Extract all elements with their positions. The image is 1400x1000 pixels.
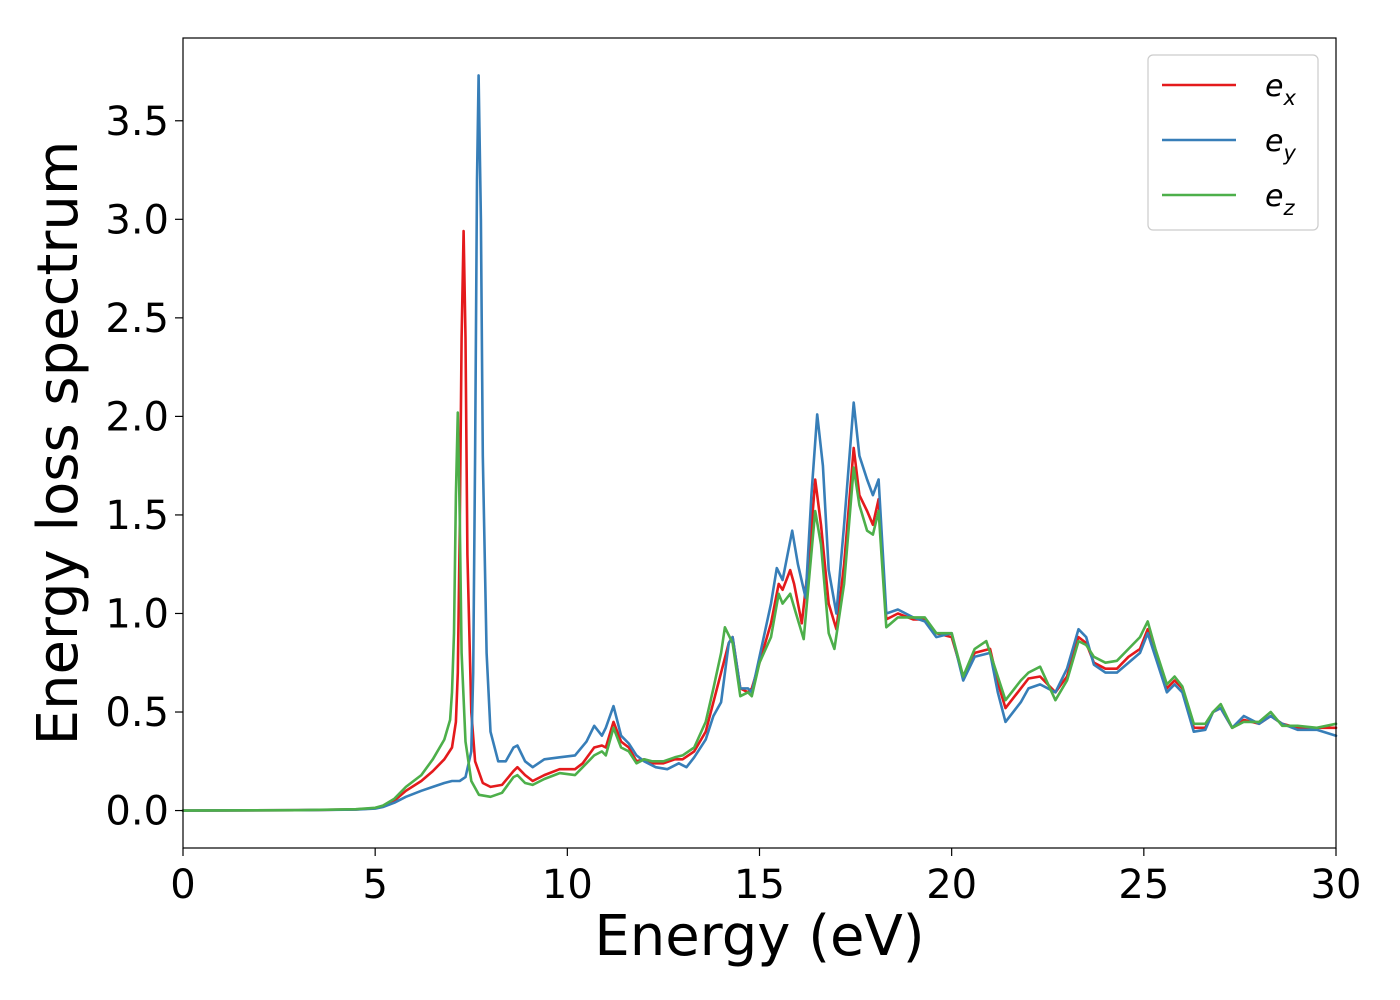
legend-label-ex: ex — [1265, 69, 1296, 110]
x-tick-label: 15 — [734, 862, 785, 908]
series-line-ey — [181, 74, 1338, 812]
y-tick-label: 2.5 — [105, 296, 169, 342]
legend-label-ez: ez — [1265, 179, 1295, 220]
y-tick-label: 2.0 — [105, 394, 169, 440]
legend-label-ey: ey — [1265, 124, 1296, 165]
y-axis-label: Energy loss spectrum — [26, 141, 91, 746]
x-tick-label: 10 — [542, 862, 593, 908]
legend-box — [1147, 54, 1319, 231]
x-tick-label: 30 — [1311, 862, 1362, 908]
y-tick-label: 3.5 — [105, 99, 169, 145]
series-line-ez — [181, 411, 1338, 812]
y-tick-label: 0.5 — [105, 690, 169, 736]
x-tick-label: 0 — [170, 862, 195, 908]
series-line-ex — [181, 229, 1338, 812]
y-tick-label: 1.0 — [105, 591, 169, 637]
y-axis-ticks: 0.0 0.5 1.0 1.5 2.0 2.5 3.0 3.5 — [105, 99, 183, 835]
y-tick-label: 0.0 — [105, 789, 169, 835]
x-tick-label: 20 — [926, 862, 977, 908]
x-tick-label: 25 — [1118, 862, 1169, 908]
x-axis-ticks: 0 5 10 15 20 25 30 — [170, 848, 1361, 908]
series-layer — [181, 74, 1338, 812]
legend: ex ey ez — [1147, 54, 1319, 231]
x-axis-label: Energy (eV) — [594, 904, 924, 969]
y-tick-label: 3.0 — [105, 197, 169, 243]
x-tick-label: 5 — [362, 862, 387, 908]
y-tick-label: 1.5 — [105, 493, 169, 539]
